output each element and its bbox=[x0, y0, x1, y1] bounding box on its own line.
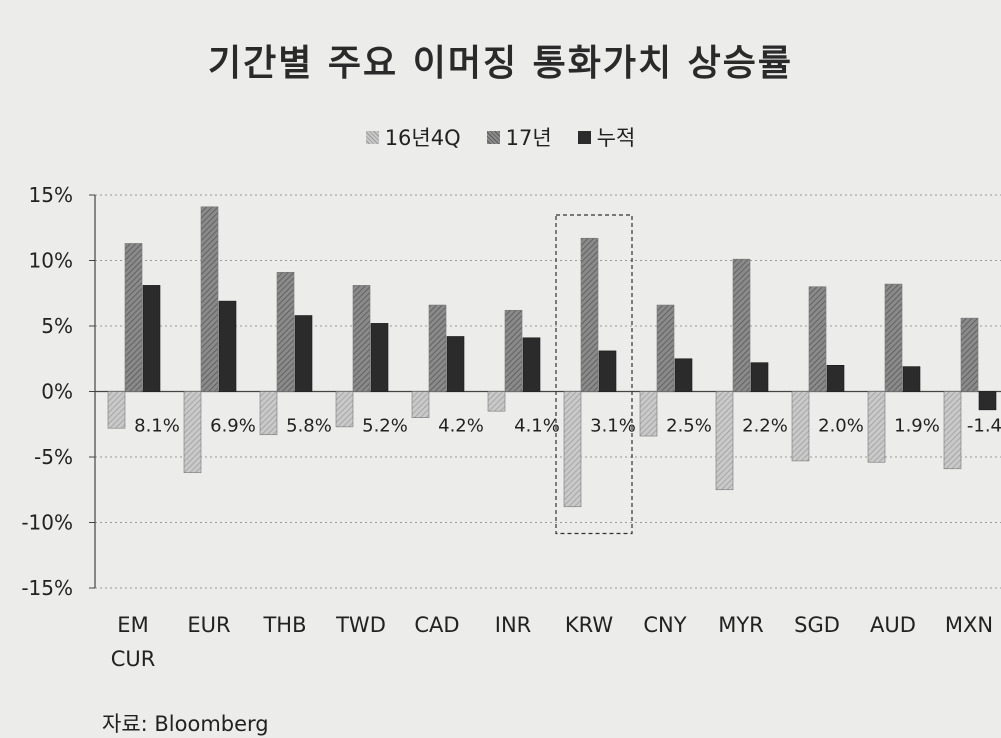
data-label: 4.2% bbox=[438, 416, 484, 437]
bar-cumulative bbox=[218, 300, 237, 392]
bar-17 bbox=[200, 206, 219, 392]
bar-17 bbox=[504, 309, 523, 392]
x-tick-label: MXN bbox=[945, 613, 993, 637]
y-tick-label: -10% bbox=[21, 511, 73, 535]
bar-cumulative bbox=[598, 350, 617, 392]
bar-17 bbox=[580, 237, 599, 392]
bar-16q4 bbox=[259, 391, 278, 436]
bar-16q4 bbox=[867, 391, 886, 463]
x-tick-label: AUD bbox=[870, 613, 916, 637]
bar-cumulative bbox=[446, 336, 465, 392]
y-tick-label: 0% bbox=[41, 380, 73, 404]
y-tick-label: 15% bbox=[29, 183, 73, 207]
legend-label-cumulative: 누적 bbox=[596, 126, 636, 150]
x-tick-label: CAD bbox=[414, 613, 459, 637]
bar-16q4 bbox=[791, 391, 810, 462]
bar-17 bbox=[960, 317, 979, 392]
bar-16q4 bbox=[943, 391, 962, 470]
data-label: 3.1% bbox=[590, 416, 636, 437]
data-label: 5.2% bbox=[362, 416, 408, 437]
data-label: 2.2% bbox=[742, 416, 788, 437]
bar-cumulative bbox=[902, 366, 921, 392]
x-tick-label: CNY bbox=[643, 613, 686, 637]
bar-cumulative bbox=[294, 315, 313, 392]
bar-16q4 bbox=[639, 391, 658, 437]
legend-swatch-17 bbox=[486, 130, 500, 144]
data-label: 2.0% bbox=[818, 416, 864, 437]
y-tick-label: 5% bbox=[41, 314, 73, 338]
data-label: 4.1% bbox=[514, 416, 560, 437]
bar-cumulative bbox=[978, 391, 997, 411]
bar-17 bbox=[808, 286, 827, 392]
bar-17 bbox=[124, 243, 143, 392]
highlight-box bbox=[555, 214, 633, 535]
x-tick-label: MYR bbox=[718, 613, 764, 637]
bar-cumulative bbox=[142, 285, 161, 392]
legend-swatch-16q4 bbox=[365, 130, 379, 144]
x-tick-label: EUR bbox=[187, 613, 230, 637]
bar-16q4 bbox=[487, 391, 506, 412]
data-label: 8.1% bbox=[134, 416, 180, 437]
y-tick-label: -15% bbox=[21, 576, 73, 600]
source-note: 자료: Bloomberg bbox=[102, 712, 269, 736]
bar-16q4 bbox=[715, 391, 734, 491]
bar-17 bbox=[352, 285, 371, 392]
x-tick-label: CUR bbox=[111, 647, 156, 671]
x-tick-label: EM bbox=[117, 613, 148, 637]
legend-label-17: 17년 bbox=[505, 126, 552, 150]
bar-cumulative bbox=[674, 358, 693, 392]
bar-16q4 bbox=[107, 391, 126, 429]
bar-17 bbox=[428, 304, 447, 392]
bar-17 bbox=[656, 304, 675, 392]
legend-swatch-cumulative bbox=[577, 130, 591, 144]
legend: 16년4Q 17년 누적 bbox=[0, 122, 1001, 152]
bar-17 bbox=[276, 271, 295, 392]
x-tick-label: SGD bbox=[794, 613, 840, 637]
bar-16q4 bbox=[411, 391, 430, 419]
data-label: 2.5% bbox=[666, 416, 712, 437]
bar-16q4 bbox=[183, 391, 202, 474]
chart-title: 기간별 주요 이머징 통화가치 상승률 bbox=[208, 43, 793, 84]
legend-label-16q4: 16년4Q bbox=[384, 126, 461, 150]
data-label: -1.4% bbox=[967, 416, 1001, 437]
y-tick-label: 10% bbox=[29, 249, 73, 273]
y-tick-label: -5% bbox=[34, 445, 73, 469]
data-label: 6.9% bbox=[210, 416, 256, 437]
x-tick-label: THB bbox=[262, 613, 306, 637]
x-tick-label: TWD bbox=[335, 613, 386, 637]
data-label: 5.8% bbox=[286, 416, 332, 437]
x-tick-label: INR bbox=[495, 613, 532, 637]
bar-cumulative bbox=[750, 362, 769, 392]
data-label: 1.9% bbox=[894, 416, 940, 437]
legend-item-cumulative: 누적 bbox=[577, 122, 636, 152]
legend-item-17: 17년 bbox=[486, 122, 552, 152]
bar-cumulative bbox=[826, 364, 845, 392]
bar-17 bbox=[732, 258, 751, 392]
legend-item-16q4: 16년4Q bbox=[365, 122, 461, 152]
bar-16q4 bbox=[335, 391, 354, 428]
x-tick-label: KRW bbox=[565, 613, 614, 637]
bar-cumulative bbox=[370, 323, 389, 392]
bar-16q4 bbox=[563, 391, 582, 508]
bar-17 bbox=[884, 283, 903, 392]
bar-cumulative bbox=[522, 337, 541, 392]
